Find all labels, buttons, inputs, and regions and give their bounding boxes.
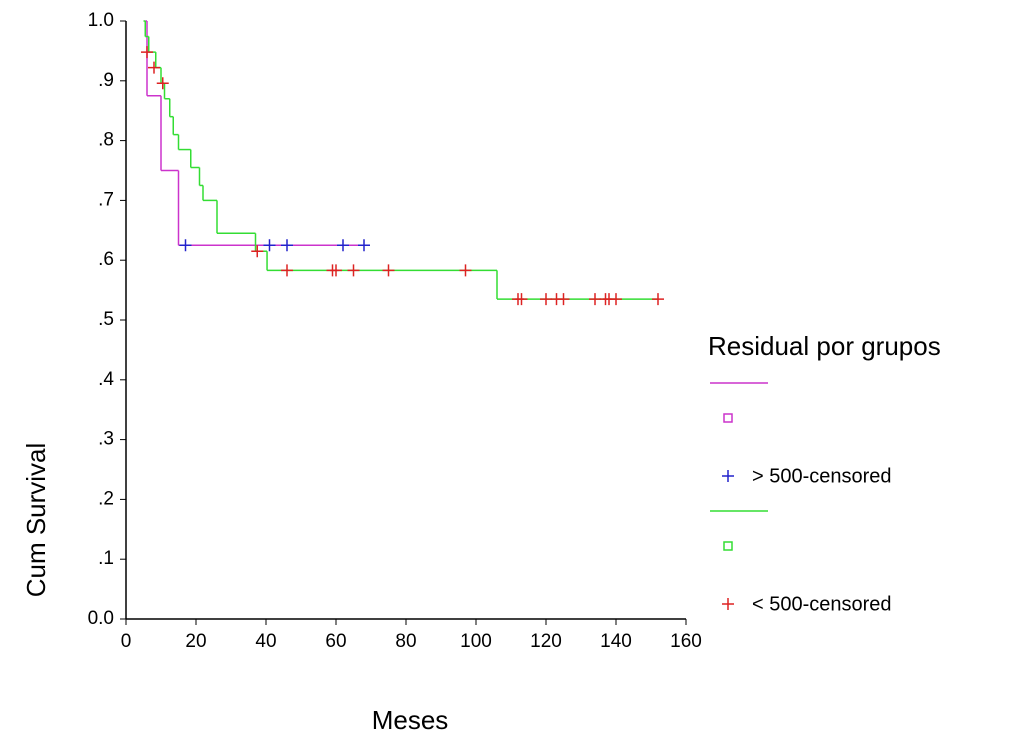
y-tick-label: .8	[98, 130, 114, 151]
x-tick-label: 120	[530, 631, 562, 652]
y-tick-label: .3	[98, 429, 114, 450]
y-tick-label: .6	[98, 249, 114, 270]
censor-mark	[589, 293, 601, 306]
censor-mark	[141, 46, 153, 59]
y-tick-label: .9	[98, 70, 114, 91]
legend-marker	[722, 598, 734, 610]
legend-marker	[722, 470, 734, 482]
y-tick-label: .7	[98, 189, 114, 210]
x-tick-label: 40	[255, 631, 276, 652]
censor-mark	[330, 264, 342, 277]
censor-mark	[459, 264, 472, 277]
x-tick-label: 60	[325, 631, 346, 652]
censor-mark	[251, 245, 264, 258]
censor-mark	[347, 264, 360, 277]
censor-mark	[515, 293, 528, 306]
x-tick-label: 0	[121, 631, 132, 652]
censor-mark	[610, 293, 622, 306]
x-axis-title: Meses	[372, 705, 449, 735]
x-tick-label: 20	[185, 631, 206, 652]
censor-mark	[263, 239, 276, 252]
censor-mark	[179, 239, 192, 252]
x-tick-label: 100	[460, 631, 492, 652]
censor-mark	[148, 61, 160, 74]
censor-mark	[540, 293, 552, 306]
censor-mark	[337, 239, 349, 252]
legend-square	[723, 541, 733, 551]
legend-square	[723, 413, 733, 423]
censor-mark	[281, 239, 293, 252]
y-tick-label: .4	[98, 369, 114, 390]
legend-label: < 500-censored	[752, 593, 892, 615]
x-tick-label: 80	[395, 631, 416, 652]
censor-mark	[281, 264, 293, 277]
censor-mark	[652, 293, 664, 306]
y-tick-label: 1.0	[88, 10, 114, 31]
y-tick-label: .2	[98, 488, 114, 509]
legend-title: Residual por grupos	[708, 331, 941, 361]
x-tick-label: 160	[670, 631, 702, 652]
x-tick-label: 140	[600, 631, 632, 652]
y-axis-title: Cum Survival	[21, 443, 51, 598]
legend-label: > 500-censored	[752, 465, 892, 487]
censor-mark	[156, 77, 169, 90]
y-tick-label: .5	[98, 309, 114, 330]
y-tick-label: .1	[98, 548, 114, 569]
y-tick-label: 0.0	[88, 608, 114, 629]
censor-mark	[382, 264, 395, 277]
censor-mark	[557, 293, 570, 306]
censor-mark	[358, 239, 370, 252]
